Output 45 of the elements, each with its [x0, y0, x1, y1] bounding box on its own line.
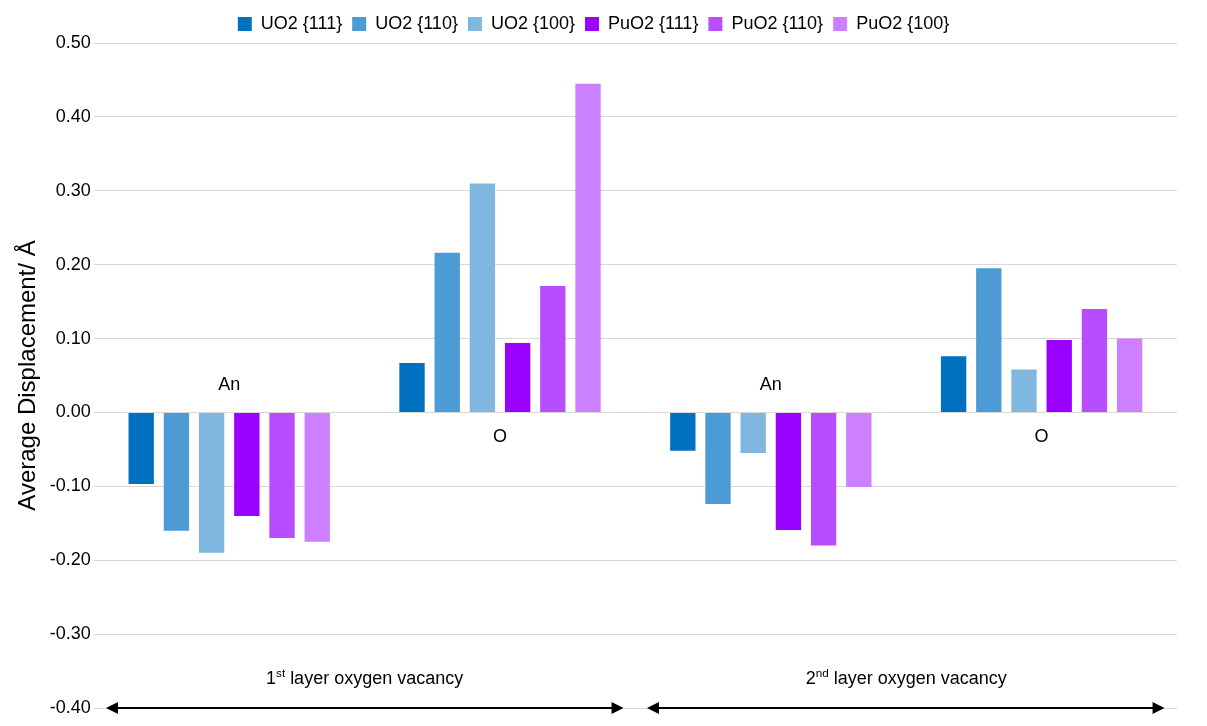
x-tick-label: O: [493, 426, 508, 447]
x-tick-label: An: [218, 374, 241, 395]
bar: [304, 412, 330, 542]
y-tick-label: 0.10: [55, 327, 91, 348]
x-tick-label: An: [759, 374, 782, 395]
legend-label: PuO2 {111}: [607, 12, 699, 33]
y-tick-label: 0.50: [55, 31, 91, 52]
bar: [1116, 338, 1143, 412]
bar: [469, 183, 496, 412]
bar: [846, 412, 872, 488]
y-tick-label: -0.20: [49, 549, 91, 570]
y-tick-label: 0.20: [55, 253, 91, 274]
y-tick-label: 0.00: [55, 401, 91, 422]
bar: [1081, 309, 1108, 412]
x-tick-label: O: [1034, 426, 1049, 447]
bar: [1046, 340, 1072, 412]
bar: [575, 83, 601, 412]
bar: [163, 412, 190, 531]
bar: [504, 342, 531, 412]
bar: [540, 286, 566, 412]
y-tick-label: 0.30: [55, 179, 91, 200]
legend-label: PuO2 {100}: [856, 12, 950, 33]
bar: [670, 412, 696, 451]
bar: [940, 356, 967, 412]
y-axis-title: Average Displacement/ Å: [13, 240, 41, 511]
bar: [775, 412, 802, 530]
bar: [399, 362, 425, 412]
bar: [234, 412, 260, 516]
bar: [1011, 369, 1037, 412]
legend-label: PuO2 {110}: [731, 12, 824, 33]
bar: [198, 412, 225, 553]
y-tick-label: -0.10: [49, 475, 91, 496]
legend-label: UO2 {100}: [490, 12, 575, 33]
legend-label: UO2 {110}: [375, 12, 458, 33]
bar: [705, 412, 731, 505]
bar: [269, 412, 295, 539]
bar: [434, 252, 460, 412]
y-tick-label: -0.30: [49, 623, 91, 644]
bar: [740, 412, 766, 454]
bar: [976, 268, 1002, 412]
y-tick-label: 0.40: [55, 105, 91, 126]
legend-label: UO2 {111}: [260, 12, 343, 33]
bar: [128, 412, 154, 485]
bar: [810, 412, 837, 546]
y-tick-label: -0.40: [49, 696, 91, 717]
